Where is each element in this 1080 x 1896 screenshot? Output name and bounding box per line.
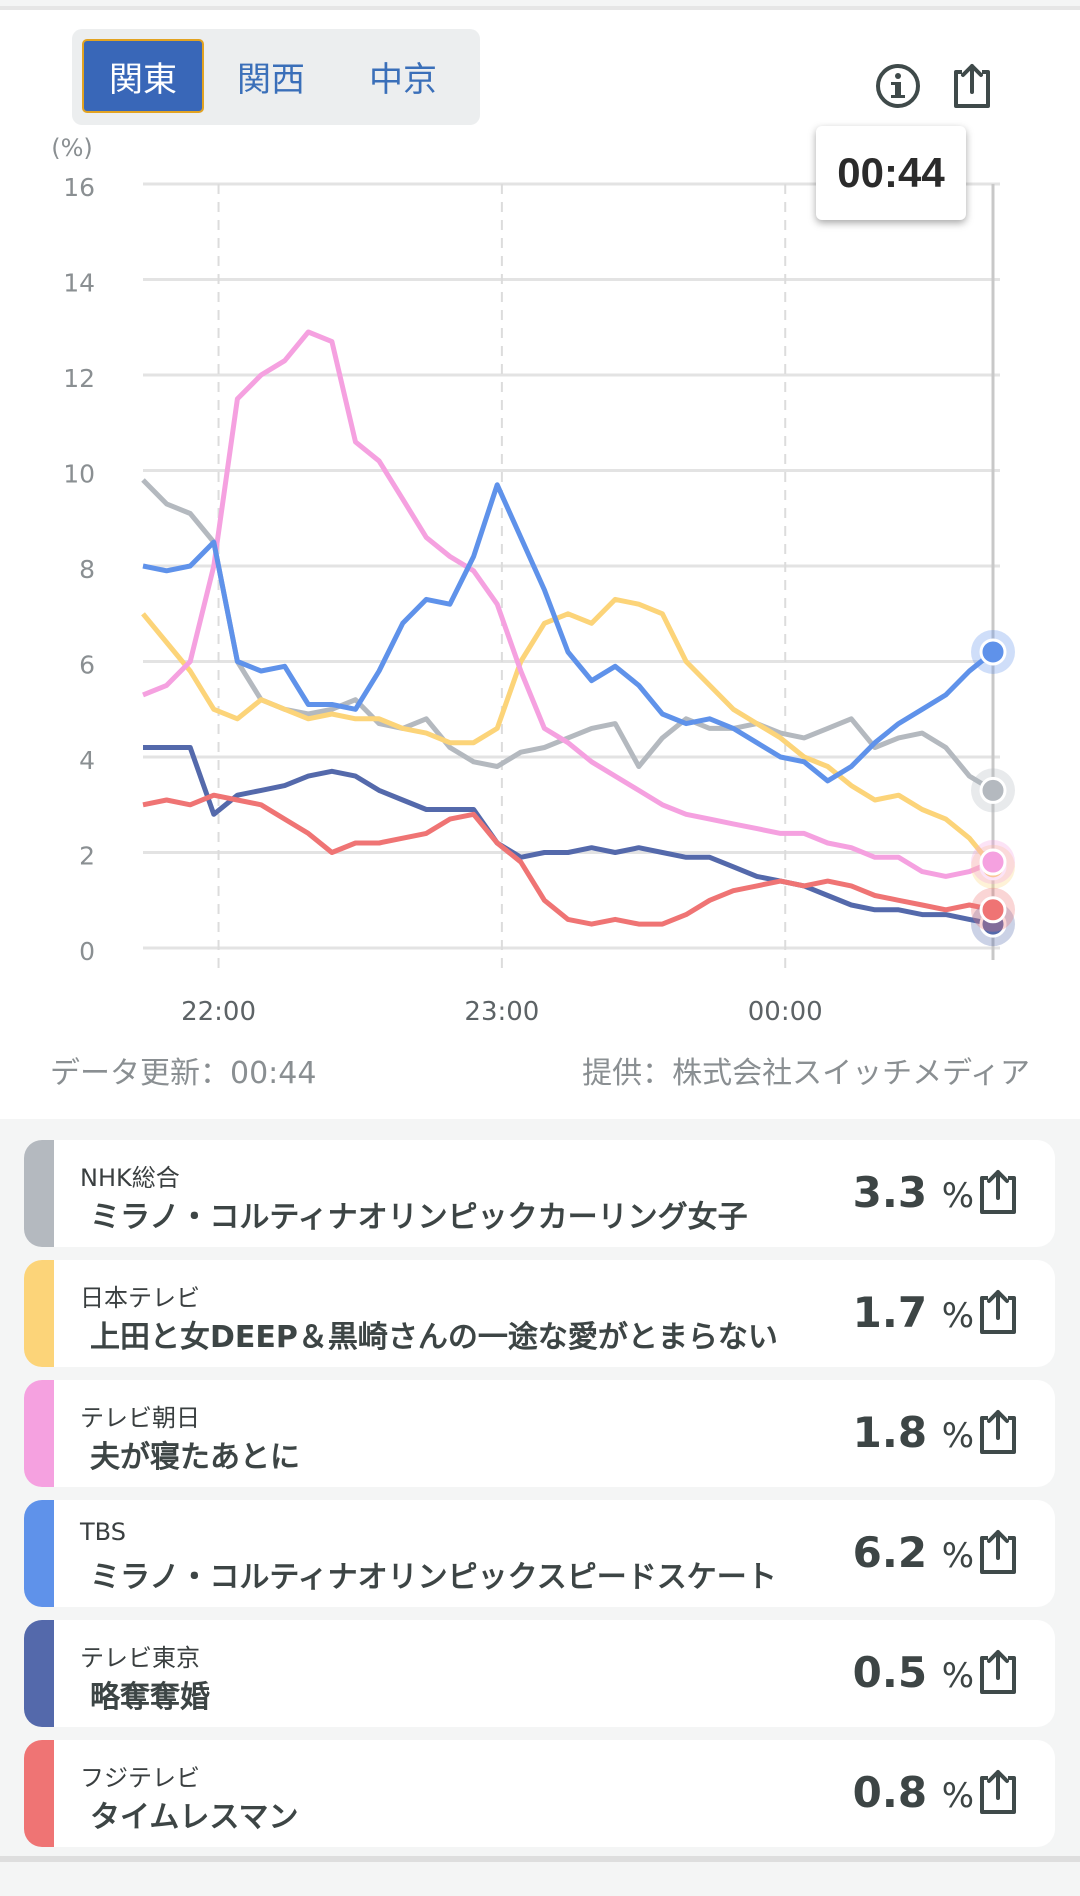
share-icon[interactable]	[974, 1288, 1022, 1336]
series-end-dot	[979, 776, 1007, 804]
channel-name: 日本テレビ	[80, 1284, 200, 1312]
rating-unit: %	[941, 1656, 974, 1696]
rating-number: 0.5	[852, 1648, 928, 1697]
rating-unit: %	[941, 1776, 974, 1816]
program-title: 略奪奪婚	[90, 1680, 210, 1715]
rating-unit: %	[941, 1296, 974, 1336]
program-title: ミラノ・コルティナオリンピックカーリング女子	[90, 1200, 748, 1235]
info-icon[interactable]	[874, 62, 922, 110]
share-icon[interactable]	[974, 1648, 1022, 1696]
series-end-dot	[979, 848, 1007, 876]
share-icon[interactable]	[974, 1168, 1022, 1216]
channel-card[interactable]: フジテレビ タイムレスマン 0.8 %	[24, 1740, 1055, 1847]
share-icon[interactable]	[948, 62, 996, 110]
channel-color-bar	[24, 1740, 54, 1847]
rating-number: 3.3	[852, 1168, 928, 1217]
y-tick-label: 4	[79, 746, 95, 775]
y-tick-label: 12	[63, 364, 95, 393]
y-tick-label: 8	[79, 555, 95, 584]
rating-number: 6.2	[852, 1528, 928, 1577]
series-end-dot	[979, 638, 1007, 666]
x-tick-label: 22:00	[181, 997, 256, 1027]
channel-card[interactable]: TBS ミラノ・コルティナオリンピックスピードスケート 6.2 %	[24, 1500, 1055, 1607]
y-tick-label: 16	[63, 173, 95, 202]
tab-kanto[interactable]: 関東	[82, 39, 204, 113]
data-updated-text: データ更新：00:44	[50, 1056, 317, 1091]
channel-color-bar	[24, 1140, 54, 1247]
rating-value: 3.3 %	[824, 1168, 974, 1217]
rating-value: 0.8 %	[824, 1768, 974, 1817]
data-provider-text: 提供：株式会社スイッチメディア	[582, 1056, 1030, 1091]
channel-name: テレビ東京	[80, 1644, 200, 1672]
series-line	[142, 329, 994, 879]
channel-card[interactable]: テレビ東京 略奪奪婚 0.5 %	[24, 1620, 1055, 1727]
tab-kansai[interactable]: 関西	[237, 59, 305, 100]
rating-value: 6.2 %	[824, 1528, 974, 1577]
rating-unit: %	[941, 1176, 974, 1216]
y-axis-unit: (%)	[51, 134, 93, 162]
rating-value: 1.7 %	[824, 1288, 974, 1337]
tab-chukyo[interactable]: 中京	[369, 59, 437, 100]
program-title: タイムレスマン	[90, 1800, 299, 1835]
channel-color-bar	[24, 1380, 54, 1487]
channel-name: テレビ朝日	[80, 1404, 200, 1432]
series-end-dot	[979, 896, 1007, 924]
share-icon[interactable]	[974, 1528, 1022, 1576]
y-tick-label: 0	[79, 937, 95, 966]
x-tick-label: 23:00	[464, 997, 539, 1027]
divider	[0, 1856, 1080, 1862]
share-icon[interactable]	[974, 1768, 1022, 1816]
channel-card[interactable]: NHK総合 ミラノ・コルティナオリンピックカーリング女子 3.3 %	[24, 1140, 1055, 1247]
share-icon[interactable]	[974, 1408, 1022, 1456]
y-tick-label: 10	[63, 460, 95, 489]
rating-unit: %	[941, 1416, 974, 1456]
program-title: ミラノ・コルティナオリンピックスピードスケート	[90, 1560, 777, 1595]
rating-number: 1.7	[852, 1288, 928, 1337]
channel-name: フジテレビ	[80, 1764, 200, 1792]
region-tabs: 関東 関西 中京	[72, 29, 480, 125]
channel-color-bar	[24, 1500, 54, 1607]
x-tick-label: 00:00	[748, 997, 823, 1027]
rating-number: 1.8	[852, 1408, 928, 1457]
y-tick-label: 2	[79, 842, 95, 871]
rating-number: 0.8	[852, 1768, 928, 1817]
channel-name: TBS	[80, 1518, 126, 1546]
program-title: 夫が寝たあとに	[90, 1440, 300, 1475]
series-line	[142, 482, 995, 784]
ratings-line-chart[interactable]: 0 2 4 6 8 10 12 14 16 22:00 23:00 00:00 (%)	[0, 0, 1080, 1110]
series-line	[142, 792, 994, 927]
time-tooltip: 00:44	[816, 126, 966, 220]
channel-name: NHK総合	[80, 1164, 180, 1192]
channel-card[interactable]: テレビ朝日 夫が寝たあとに 1.8 %	[24, 1380, 1055, 1487]
rating-value: 0.5 %	[824, 1648, 974, 1697]
series-line	[143, 745, 994, 927]
program-title: 上田と女DEEP＆黒崎さんの一途な愛がとまらない	[90, 1320, 778, 1355]
y-tick-label: 6	[79, 651, 95, 680]
y-tick-label: 14	[63, 269, 95, 298]
rating-value: 1.8 %	[824, 1408, 974, 1457]
series-line	[141, 596, 995, 869]
channel-color-bar	[24, 1260, 54, 1367]
channel-card[interactable]: 日本テレビ 上田と女DEEP＆黒崎さんの一途な愛がとまらない 1.7 %	[24, 1260, 1055, 1367]
rating-unit: %	[941, 1536, 974, 1576]
channel-color-bar	[24, 1620, 54, 1727]
